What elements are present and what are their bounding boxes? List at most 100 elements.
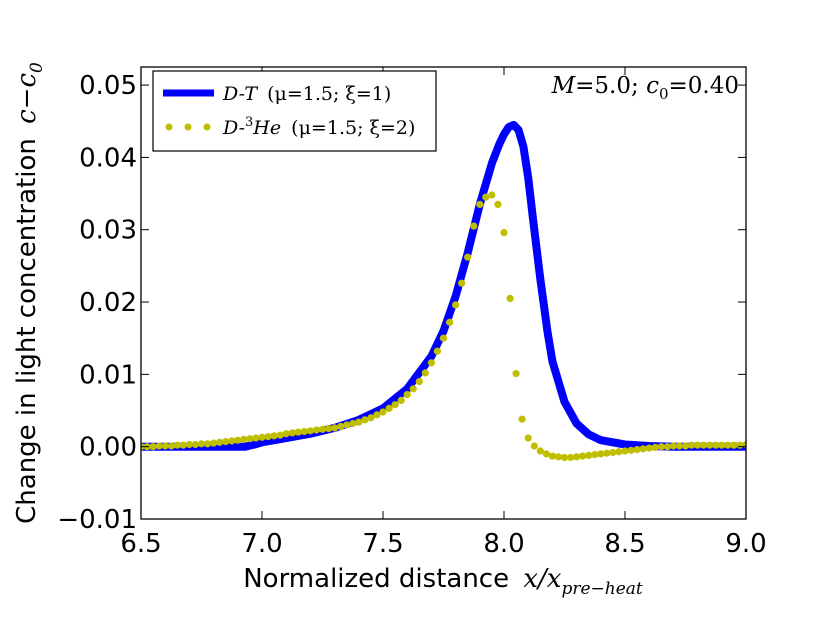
series-point-dhe [155, 442, 163, 450]
series-point-dhe [530, 442, 538, 450]
series-point-dhe [609, 448, 617, 457]
y-tick-label: 0.01 [79, 360, 137, 390]
x-tick-label: 6.5 [120, 529, 161, 559]
series-point-dhe [464, 253, 472, 261]
plot-frame [140, 66, 747, 520]
series-point-dhe [579, 452, 587, 460]
legend-label-dhe: D-3He (μ=1.5; ξ=2) [222, 115, 415, 139]
series-point-dhe [500, 229, 508, 237]
legend-dot-dhe-3 [203, 123, 211, 131]
series-point-dhe [633, 446, 641, 454]
series-point-dhe [228, 437, 236, 445]
series-point-dhe [191, 440, 199, 449]
series-point-dhe [657, 443, 665, 451]
series-point-dhe [373, 411, 381, 419]
x-tick-label: 7.5 [362, 529, 403, 559]
series-point-dhe [306, 427, 314, 435]
series-point-dhe [325, 425, 333, 433]
series-point-dhe [506, 294, 514, 302]
series-point-dhe [603, 449, 611, 457]
x-tick-label: 7.0 [241, 529, 282, 559]
series-line-dt [141, 120, 746, 451]
series-point-dhe [452, 301, 460, 309]
series-point-dhe [724, 441, 732, 449]
legend-label-dt: D-T (μ=1.5; ξ=1) [222, 83, 391, 105]
series-point-dhe [433, 347, 441, 355]
series-point-dhe [234, 436, 242, 444]
series-point-dhe [482, 193, 490, 201]
series-point-dhe [645, 444, 653, 452]
series-point-dhe [276, 431, 284, 439]
series-point-dhe [403, 391, 411, 399]
series-point-dhe [222, 438, 230, 446]
series-point-dhe [560, 453, 569, 462]
series-point-dhe [573, 453, 581, 461]
series-point-dhe [318, 425, 327, 433]
series-point-dhe [300, 427, 308, 436]
series-point-dhe [197, 440, 206, 448]
series-point-dhe [252, 434, 260, 442]
series-point-dhe [294, 428, 302, 436]
series-point-dhe [391, 401, 399, 409]
series-point-dhe [651, 443, 659, 451]
series-point-dhe [488, 191, 496, 199]
series-point-dhe [379, 408, 387, 416]
series-point-dhe [288, 429, 296, 437]
series-point-dhe [349, 419, 357, 428]
series-point-dhe [669, 442, 678, 450]
series-point-dhe [173, 441, 181, 449]
legend: D-T (μ=1.5; ξ=1) D-3He (μ=1.5; ξ=2) [152, 70, 437, 152]
series-point-dhe [675, 442, 684, 450]
series-point-dhe [355, 418, 363, 426]
series-point-dhe [421, 369, 429, 377]
annotation: M=5.0; c0=0.40 [551, 73, 739, 103]
series-point-dhe [179, 441, 187, 449]
series-point-dhe [446, 318, 454, 326]
legend-dot-dhe-1 [165, 123, 173, 131]
series-point-dhe [567, 453, 575, 462]
series-point-dhe [210, 439, 218, 447]
x-tick-label: 9.0 [725, 529, 766, 559]
series-point-dhe [149, 443, 157, 451]
series-point-dhe [730, 441, 738, 449]
series-point-dhe [470, 222, 478, 230]
series-point-dhe [240, 435, 248, 443]
y-tick-label: 0.02 [79, 288, 137, 318]
series-point-dhe [548, 452, 557, 460]
series-point-dhe [718, 441, 726, 449]
y-tick-label: 0.03 [79, 216, 137, 246]
series-point-dhe [700, 441, 708, 449]
series-point-dhe [439, 334, 448, 342]
series-point-dhe [409, 385, 417, 393]
series-point-dhe [246, 435, 254, 443]
series-point-dhe [518, 415, 526, 423]
series-point-dhe [331, 424, 339, 432]
legend-dot-dhe-2 [184, 123, 192, 131]
series-point-dhe [161, 442, 169, 450]
series-point-dhe [512, 370, 520, 378]
series-point-dhe [663, 443, 672, 451]
series-point-dhe [258, 433, 266, 441]
series-point-dhe [597, 450, 605, 458]
series-point-dhe [337, 422, 345, 430]
series-point-dhe [524, 434, 532, 442]
series-point-dhe [167, 442, 175, 450]
y-tick-label: 0.00 [79, 433, 137, 463]
series-point-dhe [476, 200, 484, 208]
series-point-dhe [185, 440, 193, 449]
series-point-dhe [494, 200, 502, 208]
series-point-dhe [639, 445, 647, 453]
series-point-dhe [361, 416, 369, 424]
series-point-dhe [621, 447, 629, 455]
series-point-dhe [585, 451, 593, 459]
legend-box [152, 70, 437, 152]
y-tick-label: 0.05 [79, 71, 137, 101]
series-point-dhe [706, 441, 714, 449]
series-point-dhe [458, 279, 466, 287]
tick-layer: 6.5 7.0 7.5 8.0 8.5 9.0 −0.01 0.00 0.01 0.02 0.03 0… [57, 67, 767, 559]
x-tick-label: 8.5 [604, 529, 645, 559]
series-point-dhe [681, 442, 690, 450]
series-point-dhe [694, 441, 702, 449]
series-point-dhe [712, 441, 720, 449]
series-layer [141, 120, 746, 462]
